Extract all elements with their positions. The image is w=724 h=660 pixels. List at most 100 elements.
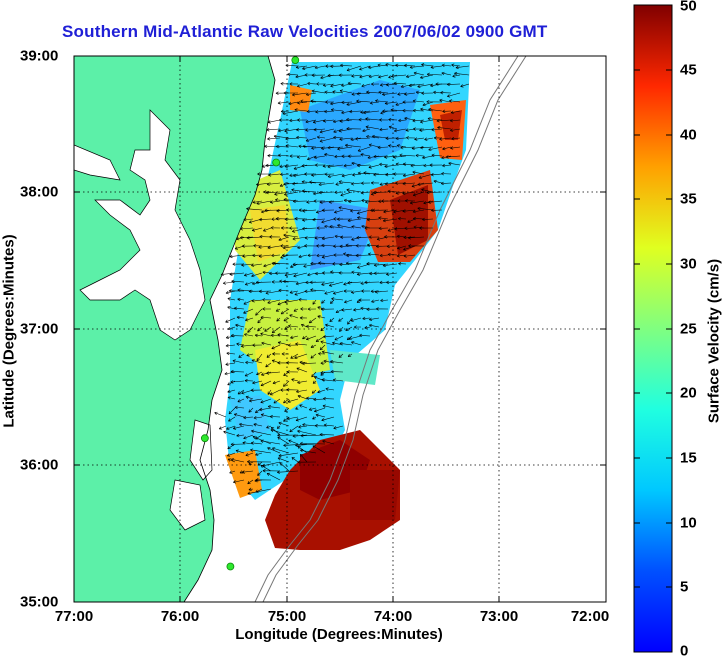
velocity-arrow	[298, 298, 308, 302]
velocity-arrow	[339, 119, 353, 123]
velocity-arrow	[295, 443, 317, 447]
y-tick-label: 37:00	[20, 320, 59, 338]
velocity-arrow	[271, 253, 281, 258]
velocity-arrow	[292, 182, 308, 186]
velocity-arrow	[227, 297, 236, 301]
velocity-arrow	[324, 224, 335, 229]
velocity-arrow	[244, 317, 254, 322]
velocity-arrow	[228, 416, 236, 422]
velocity-arrow	[259, 217, 272, 222]
velocity-arrow	[368, 235, 380, 239]
velocity-arrow	[297, 380, 308, 384]
velocity-arrow	[323, 423, 335, 427]
velocity-arrow	[225, 335, 236, 339]
velocity-arrow	[284, 128, 299, 133]
velocity-arrow	[225, 317, 236, 323]
velocity-arrow	[311, 173, 326, 177]
velocity-arrow	[241, 244, 254, 248]
velocity-arrow	[418, 173, 434, 179]
velocity-arrow	[452, 74, 461, 78]
velocity-arrow	[338, 206, 353, 211]
velocity-arrow	[271, 326, 281, 334]
velocity-arrow	[433, 136, 443, 140]
velocity-arrow	[446, 82, 461, 87]
velocity-arrow	[329, 224, 344, 229]
velocity-arrow	[302, 226, 317, 231]
x-tick-label: 75:00	[267, 608, 307, 625]
velocity-arrow	[319, 432, 335, 437]
velocity-arrow	[251, 359, 263, 364]
velocity-arrow	[311, 371, 317, 378]
velocity-arrow	[280, 82, 290, 86]
velocity-arrow	[347, 81, 362, 86]
station-marker	[226, 562, 235, 571]
velocity-arrow	[333, 425, 344, 430]
velocity-arrow	[324, 172, 335, 176]
velocity-arrow	[260, 315, 272, 320]
velocity-arrow	[287, 343, 299, 347]
velocity-arrow	[302, 209, 317, 213]
velocity-arrow	[251, 299, 263, 303]
velocity-arrow	[320, 146, 335, 150]
velocity-arrow	[316, 244, 326, 248]
axis-ticks	[74, 56, 606, 602]
velocity-arrow	[322, 404, 335, 409]
velocity-arrow	[316, 135, 326, 139]
velocity-arrow	[268, 173, 281, 177]
velocity-arrow	[404, 63, 416, 68]
velocity-arrow	[327, 146, 344, 150]
velocity-arrow	[360, 306, 371, 311]
velocity-arrow	[379, 118, 389, 122]
velocity-arrow	[395, 101, 407, 106]
velocity-arrow	[291, 457, 299, 463]
bathymetry-contours	[254, 56, 527, 602]
velocity-arrow	[233, 479, 245, 484]
velocity-arrow	[322, 83, 335, 87]
velocity-arrow	[431, 208, 443, 213]
velocity-arrow	[318, 261, 335, 265]
velocity-arrow	[324, 290, 335, 295]
velocity-arrow	[260, 380, 272, 387]
velocity-arrow	[272, 447, 290, 454]
velocity-arrow	[307, 253, 317, 258]
velocity-arrow	[262, 298, 272, 302]
velocity-arrow	[430, 65, 443, 69]
velocity-arrow	[301, 361, 317, 366]
velocity-arrow	[226, 452, 236, 457]
velocity-arrow	[437, 125, 452, 130]
velocity-arrow	[338, 317, 344, 322]
velocity-arrow	[355, 253, 371, 258]
velocity-arrow	[346, 253, 362, 258]
velocity-arrow	[234, 405, 245, 410]
velocity-arrow	[405, 136, 416, 140]
velocity-arrow	[272, 352, 281, 356]
velocity-arrow	[382, 218, 398, 223]
velocity-arrow	[244, 371, 254, 377]
velocity-arrow	[250, 441, 263, 445]
velocity-arrow	[375, 307, 389, 311]
velocity-arrow	[385, 62, 398, 67]
velocity-arrow	[266, 128, 281, 132]
velocity-arrow	[427, 200, 443, 204]
velocity-arrow	[321, 208, 335, 212]
velocity-arrow	[320, 340, 335, 346]
velocity-arrow	[400, 83, 416, 89]
velocity-arrow	[321, 281, 335, 286]
velocity-arrow	[269, 414, 281, 419]
velocity-arrow	[259, 234, 272, 239]
velocity-arrow	[269, 200, 281, 204]
velocity-arrow	[286, 370, 299, 374]
velocity-arrow	[312, 380, 317, 384]
velocity-arrow	[230, 369, 245, 374]
velocity-arrow	[351, 225, 362, 229]
velocity-arrow	[364, 280, 380, 285]
velocity-arrow	[292, 199, 308, 204]
velocity-arrow	[246, 353, 254, 357]
velocity-arrow	[333, 244, 344, 248]
velocity-arrow	[440, 181, 452, 186]
velocity-arrow	[272, 380, 281, 385]
velocity-arrow	[363, 171, 380, 175]
velocity-arrow	[359, 333, 371, 338]
velocity-arrow	[394, 227, 407, 231]
